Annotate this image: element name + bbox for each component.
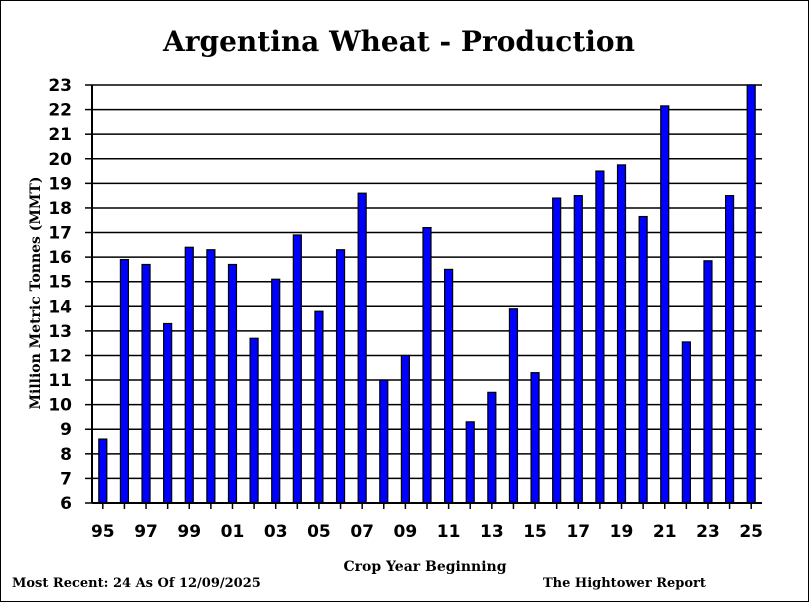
y-tick-label-10: 10 bbox=[48, 396, 72, 416]
bar-00 bbox=[206, 249, 216, 504]
bar-96 bbox=[119, 258, 130, 504]
bar-09 bbox=[400, 354, 410, 504]
bar-19 bbox=[616, 164, 627, 504]
x-tick-label-19: 19 bbox=[610, 522, 634, 542]
y-tick-label-15: 15 bbox=[48, 273, 72, 293]
bar-95 bbox=[98, 438, 108, 504]
x-tick-label-05: 05 bbox=[307, 522, 331, 542]
x-tick-label-97: 97 bbox=[134, 522, 158, 542]
y-tick-label-14: 14 bbox=[48, 297, 72, 317]
bar-21 bbox=[660, 105, 670, 504]
y-tick-label-12: 12 bbox=[48, 346, 72, 366]
bar-06 bbox=[335, 249, 346, 504]
x-tick-label-09: 09 bbox=[394, 522, 418, 542]
bar-12 bbox=[465, 421, 475, 504]
footer-most-recent: Most Recent: 24 As Of 12/09/2025 bbox=[12, 576, 261, 591]
bar-99 bbox=[184, 246, 194, 504]
bar-13 bbox=[487, 391, 497, 504]
bar-11 bbox=[444, 268, 454, 504]
x-tick-label-01: 01 bbox=[221, 522, 245, 542]
y-tick-label-18: 18 bbox=[48, 199, 72, 219]
y-tick-labels: 6 7 8 9 10 11 12 13 14 15 16 17 18 19 20 21 22 23 bbox=[48, 76, 72, 514]
bar-24 bbox=[724, 195, 735, 504]
bar-07 bbox=[357, 192, 367, 504]
bar-10 bbox=[422, 227, 432, 504]
bar-01 bbox=[227, 263, 238, 504]
y-tick-label-17: 17 bbox=[48, 224, 72, 244]
x-tick-label-17: 17 bbox=[566, 522, 590, 542]
bar-97 bbox=[141, 263, 151, 504]
chart-title: Argentina Wheat - Production bbox=[162, 25, 635, 58]
y-tick-label-8: 8 bbox=[60, 445, 72, 465]
y-axis-label: Million Metric Tonnes (MMT) bbox=[28, 177, 44, 410]
bar-08 bbox=[379, 379, 389, 504]
bar-02 bbox=[249, 337, 259, 504]
bar-23 bbox=[703, 260, 713, 504]
y-tick-label-6: 6 bbox=[60, 494, 72, 514]
y-tick-label-13: 13 bbox=[48, 322, 72, 342]
x-axis-label: Crop Year Beginning bbox=[343, 559, 506, 575]
bar-03 bbox=[271, 278, 281, 504]
axes bbox=[91, 85, 762, 504]
x-tick-label-03: 03 bbox=[264, 522, 288, 542]
bar-98 bbox=[163, 322, 173, 504]
x-tick-label-99: 99 bbox=[177, 522, 201, 542]
y-tick-label-19: 19 bbox=[48, 174, 72, 194]
x-tick-label-11: 11 bbox=[437, 522, 461, 542]
y-tick-label-23: 23 bbox=[48, 76, 72, 96]
bar-22 bbox=[681, 341, 691, 504]
y-tick-label-9: 9 bbox=[60, 420, 72, 440]
bars bbox=[98, 84, 756, 509]
y-tick-label-22: 22 bbox=[48, 101, 72, 121]
bar-20 bbox=[638, 215, 648, 504]
bar-25 bbox=[746, 84, 756, 504]
bar-05 bbox=[314, 310, 324, 504]
x-tick-label-15: 15 bbox=[523, 522, 547, 542]
x-tick-label-21: 21 bbox=[653, 522, 677, 542]
x-tick-labels: 95 97 99 01 03 05 07 09 11 13 15 17 19 21 23 25 bbox=[91, 522, 763, 542]
x-tick-label-07: 07 bbox=[350, 522, 374, 542]
bar-14 bbox=[508, 308, 519, 504]
y-tick-label-7: 7 bbox=[60, 469, 72, 489]
bar-17 bbox=[573, 195, 583, 504]
x-tick-label-23: 23 bbox=[696, 522, 720, 542]
y-tick-label-20: 20 bbox=[48, 150, 72, 170]
y-tick-label-11: 11 bbox=[48, 371, 72, 391]
x-tick-label-25: 25 bbox=[739, 522, 763, 542]
y-tick-label-16: 16 bbox=[48, 248, 72, 268]
bar-16 bbox=[552, 197, 562, 504]
x-tick-label-95: 95 bbox=[91, 522, 115, 542]
bar-04 bbox=[292, 234, 302, 504]
bar-18 bbox=[595, 170, 605, 504]
y-tick-label-21: 21 bbox=[48, 125, 72, 145]
footer-source: The Hightower Report bbox=[543, 576, 706, 591]
x-tick-label-13: 13 bbox=[480, 522, 504, 542]
bar-15 bbox=[530, 372, 540, 504]
